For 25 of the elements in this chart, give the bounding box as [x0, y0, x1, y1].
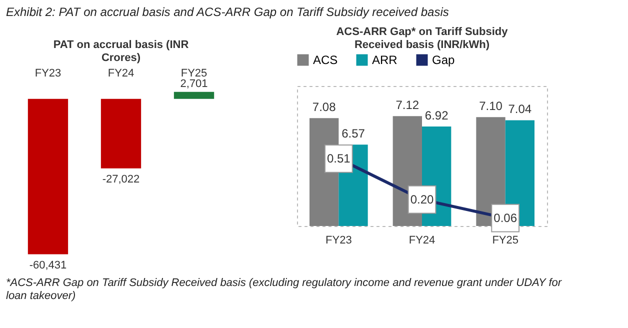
x-tick-label: FY25 [492, 234, 518, 246]
data-label: 7.12 [396, 98, 420, 112]
data-label: 0.06 [494, 211, 518, 226]
x-tick-label: FY25 [180, 68, 208, 80]
data-label: 0.51 [326, 152, 351, 166]
data-label: 7.04 [508, 102, 532, 116]
x-tick-label: FY24 [408, 234, 436, 246]
x-tick-label: FY24 [108, 68, 134, 80]
data-label: -27,022 [102, 173, 140, 186]
x-tick-label: FY23 [34, 68, 62, 80]
data-label: 2,701 [180, 78, 208, 90]
text: Exhibit 2: PAT on accrual basis and ACS-ARR Gap on Tariff Subsidy received basis [6, 5, 449, 19]
chart-title: PAT on accrual basis (INR Crores) [53, 39, 189, 64]
legend-label: ACS [313, 53, 338, 67]
legend-label: Gap [432, 53, 456, 67]
x-tick-label: FY23 [326, 234, 352, 246]
data-label: -60,431 [29, 259, 67, 272]
legend-label: ARR [372, 53, 398, 67]
data-label: 7.08 [312, 100, 336, 114]
data-label: 6.57 [342, 126, 366, 141]
data-label: 0.20 [410, 192, 434, 207]
data-label: 7.10 [479, 99, 503, 114]
chart-title: ACS-ARR Gap* on Tariff Subsidy Received basis (INR/kWh) [336, 26, 509, 51]
data-label: 6.92 [424, 108, 449, 122]
text: *ACS-ARR Gap on Tariff Subsidy Received basis (excluding regulatory income and revenue grant under UDAY for loan takeover) [6, 277, 563, 302]
